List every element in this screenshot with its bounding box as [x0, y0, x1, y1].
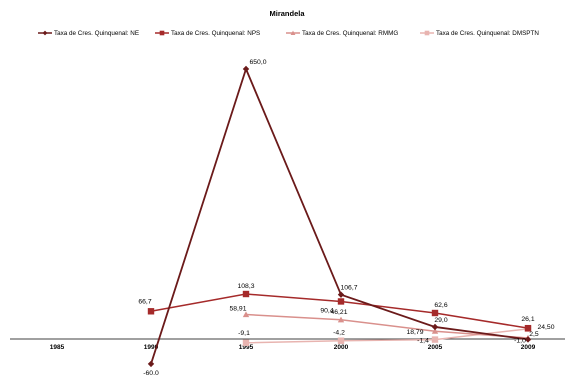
series-4-point-2000 — [337, 337, 345, 344]
chart-title: Mirandela — [269, 9, 305, 18]
series-2-label-1990: 66,7 — [138, 298, 151, 305]
x-tick-label-2009: 2009 — [521, 344, 536, 351]
series-4-label-2009: 24,50 — [537, 324, 554, 331]
legend-marker-1 — [42, 30, 48, 36]
legend-label-1: Taxa de Cres. Quinquenal: NE — [54, 30, 139, 37]
series-3-label-2000: 46,21 — [330, 309, 347, 316]
series-4-point-1995 — [242, 339, 250, 346]
series-2-point-2005 — [431, 309, 439, 317]
series-1-point-2000 — [337, 291, 345, 298]
series-2 — [147, 290, 532, 332]
series-4-label-2005: -1,4 — [417, 338, 429, 345]
data-labels: -60,0 650,0 106,7 29,0 -1,0 66,7 108,3 90,4 62,6… — [138, 59, 554, 375]
legend-marker-2 — [159, 30, 165, 36]
legend-item-4: Taxa de Cres. Quinquenal: DMSPTN — [420, 30, 539, 37]
series-3-point-2000 — [337, 316, 345, 323]
series-4-line — [245, 328, 529, 344]
series-2-label-2005: 62,6 — [434, 302, 447, 309]
series-4-point-2005 — [431, 336, 439, 343]
legend-item-2: Taxa de Cres. Quinquenal: NPS — [155, 30, 260, 37]
series-1 — [147, 65, 532, 368]
series-2-label-2000: 90,4 — [320, 307, 333, 314]
x-tick-label-2005: 2005 — [428, 344, 443, 351]
series-3 — [242, 311, 532, 341]
series-1-label-2000: 106,7 — [340, 285, 357, 292]
legend-marker-3 — [290, 30, 296, 35]
series-2-point-1990 — [147, 308, 155, 315]
x-tick-label-1990: 1990 — [144, 344, 159, 351]
legend-label-4: Taxa de Cres. Quinquenal: DMSPTN — [436, 30, 539, 37]
series-2-point-2000 — [337, 298, 345, 305]
legend-item-1: Taxa de Cres. Quinquenal: NE — [38, 30, 139, 37]
series-1-label-2005: 29,0 — [434, 317, 447, 324]
x-tick-label-1985: 1985 — [50, 344, 65, 351]
legend-label-2: Taxa de Cres. Quinquenal: NPS — [171, 30, 260, 37]
series-1-point-1990 — [147, 360, 155, 368]
legend-label-3: Taxa de Cres. Quinquenal: RMMG — [302, 30, 398, 37]
series-1-point-1995 — [242, 65, 250, 73]
x-axis-ticks: 1985 1990 1995 2000 2005 2009 — [50, 344, 536, 351]
series-2-point-2009 — [524, 324, 532, 332]
series-3-label-1995: 58,91 — [229, 306, 246, 313]
series-2-point-1995 — [242, 290, 250, 298]
series-1-label-1995: 650,0 — [249, 59, 266, 66]
series-1-point-2009 — [524, 336, 532, 343]
series-2-label-2009: 26,1 — [521, 316, 534, 323]
series-layer — [147, 65, 532, 368]
series-3-label-2009: 2,5 — [529, 331, 539, 338]
series-4 — [242, 325, 532, 346]
series-1-point-2005 — [431, 323, 439, 331]
series-3-label-2005: 18,79 — [406, 329, 423, 336]
series-3-line — [245, 313, 529, 339]
legend-marker-4 — [424, 30, 430, 36]
series-3-point-2005 — [431, 327, 439, 334]
legend-item-3: Taxa de Cres. Quinquenal: RMMG — [286, 30, 398, 37]
x-tick-label-2000: 2000 — [334, 344, 349, 351]
series-4-label-1995: -9,1 — [238, 330, 250, 337]
series-3-point-1995 — [242, 311, 250, 318]
legend: Taxa de Cres. Quinquenal: NE Taxa de Cres… — [38, 30, 539, 37]
series-1-label-2009: -1,0 — [514, 337, 526, 344]
series-1-label-1990: -60,0 — [143, 370, 159, 375]
series-4-label-2000: -4,2 — [333, 330, 345, 337]
series-2-label-1995: 108,3 — [237, 283, 254, 290]
x-tick-label-1995: 1995 — [239, 344, 254, 351]
